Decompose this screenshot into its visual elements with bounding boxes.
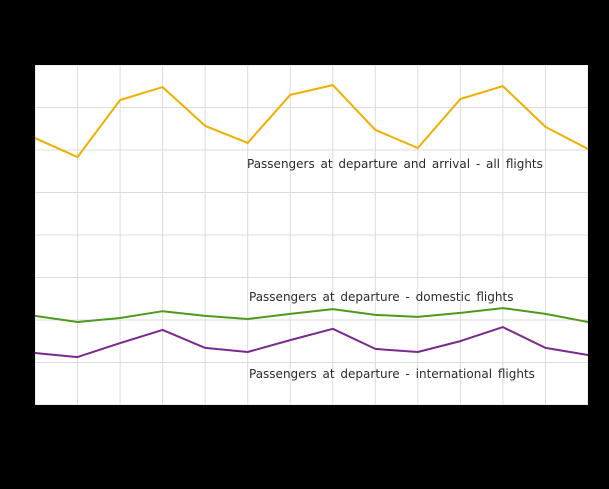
- series-label-domestic-flights: Passengers at departure - domestic fligh…: [249, 290, 514, 304]
- chart-plot-area: Passengers at departure and arrival - al…: [35, 65, 588, 405]
- series-label-international-flights: Passengers at departure - international …: [249, 367, 535, 381]
- series-label-all-flights: Passengers at departure and arrival - al…: [247, 157, 543, 171]
- chart-svg: [35, 65, 588, 405]
